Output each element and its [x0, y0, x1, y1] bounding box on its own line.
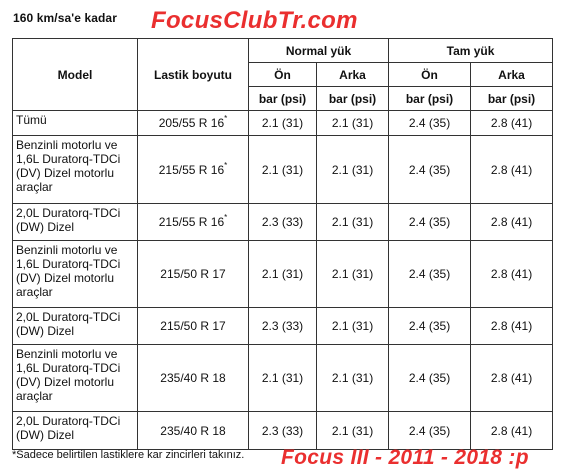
table-row: Benzinli motorlu ve 1,6L Duratorq-TDCi (…	[12, 240, 554, 308]
normal-front-pressure: 2.1 (31)	[248, 240, 317, 308]
unit-label: bar (psi)	[315, 86, 390, 111]
footnote-mark: *	[224, 114, 228, 123]
model-cell: Benzinli motorlu ve 1,6L Duratorq-TDCi (…	[12, 344, 138, 412]
full-front-pressure: 2.4 (35)	[388, 135, 472, 204]
footnote-mark: *	[224, 160, 228, 170]
full-front-pressure: 2.4 (35)	[388, 240, 472, 308]
model-cell: 2,0L Duratorq-TDCi (DW) Dizel	[12, 307, 138, 345]
header-full-front: Ön	[388, 62, 472, 87]
header-tire-size: Lastik boyutu	[137, 38, 249, 111]
full-rear-pressure: 2.8 (41)	[470, 110, 554, 136]
tire-size-cell: 205/55 R 16*	[137, 110, 249, 136]
tire-pressure-table: Model Lastik boyutu Normal yük Tam yük Ö…	[12, 38, 554, 450]
model-cell: Tümü	[12, 110, 138, 136]
full-front-pressure: 2.4 (35)	[388, 411, 472, 450]
normal-front-pressure: 2.1 (31)	[248, 344, 317, 412]
tire-size-cell: 215/50 R 17	[137, 240, 249, 308]
header-full-rear: Arka	[470, 62, 554, 87]
normal-rear-pressure: 2.1 (31)	[315, 240, 390, 308]
site-watermark: FocusClubTr.com	[151, 7, 358, 34]
table-row: 2,0L Duratorq-TDCi (DW) Dizel 215/50 R 1…	[12, 307, 554, 345]
tire-size-cell: 215/55 R 16*	[137, 203, 249, 241]
model-cell: 2,0L Duratorq-TDCi (DW) Dizel	[12, 411, 138, 450]
table-row: Benzinli motorlu ve 1,6L Duratorq-TDCi (…	[12, 135, 554, 204]
header-normal-rear: Arka	[315, 62, 390, 87]
header-model: Model	[12, 38, 138, 111]
full-front-pressure: 2.4 (35)	[388, 203, 472, 241]
car-model-caption: Focus III - 2011 - 2018 :p	[281, 446, 529, 469]
unit-label: bar (psi)	[388, 86, 472, 111]
full-rear-pressure: 2.8 (41)	[470, 203, 554, 241]
normal-rear-pressure: 2.1 (31)	[315, 344, 390, 412]
footnote-mark: *	[224, 213, 228, 222]
table-row: 2,0L Duratorq-TDCi (DW) Dizel 215/55 R 1…	[12, 203, 554, 241]
normal-rear-pressure: 2.1 (31)	[315, 135, 390, 204]
speed-limit-label: 160 km/sa'e kadar	[13, 11, 117, 25]
full-rear-pressure: 2.8 (41)	[470, 411, 554, 450]
model-cell: Benzinli motorlu ve 1,6L Duratorq-TDCi (…	[12, 240, 138, 308]
full-rear-pressure: 2.8 (41)	[470, 135, 554, 204]
full-front-pressure: 2.4 (35)	[388, 344, 472, 412]
table-row: Tümü 205/55 R 16* 2.1 (31) 2.1 (31) 2.4 …	[12, 110, 554, 136]
table-row: 2,0L Duratorq-TDCi (DW) Dizel 235/40 R 1…	[12, 411, 554, 450]
tire-size-cell: 215/55 R 16*	[137, 135, 249, 204]
model-cell: Benzinli motorlu ve 1,6L Duratorq-TDCi (…	[12, 135, 138, 204]
tire-size-cell: 235/40 R 18	[137, 411, 249, 450]
normal-rear-pressure: 2.1 (31)	[315, 307, 390, 345]
header-normal-front: Ön	[248, 62, 317, 87]
unit-label: bar (psi)	[248, 86, 317, 111]
normal-rear-pressure: 2.1 (31)	[315, 110, 390, 136]
normal-front-pressure: 2.3 (33)	[248, 203, 317, 241]
full-rear-pressure: 2.8 (41)	[470, 240, 554, 308]
normal-rear-pressure: 2.1 (31)	[315, 203, 390, 241]
tire-size-cell: 215/50 R 17	[137, 307, 249, 345]
normal-front-pressure: 2.1 (31)	[248, 110, 317, 136]
normal-front-pressure: 2.1 (31)	[248, 135, 317, 204]
normal-front-pressure: 2.3 (33)	[248, 307, 317, 345]
model-cell: 2,0L Duratorq-TDCi (DW) Dizel	[12, 203, 138, 241]
normal-front-pressure: 2.3 (33)	[248, 411, 317, 450]
header-full-load: Tam yük	[388, 38, 554, 63]
full-rear-pressure: 2.8 (41)	[470, 344, 554, 412]
tire-size-cell: 235/40 R 18	[137, 344, 249, 412]
unit-label: bar (psi)	[470, 86, 554, 111]
header-normal-load: Normal yük	[247, 38, 390, 63]
full-rear-pressure: 2.8 (41)	[470, 307, 554, 345]
footnote: *Sadece belirtilen lastiklere kar zincir…	[12, 449, 245, 461]
table-row: Benzinli motorlu ve 1,6L Duratorq-TDCi (…	[12, 344, 554, 412]
full-front-pressure: 2.4 (35)	[388, 307, 472, 345]
full-front-pressure: 2.4 (35)	[388, 110, 472, 136]
normal-rear-pressure: 2.1 (31)	[315, 411, 390, 450]
